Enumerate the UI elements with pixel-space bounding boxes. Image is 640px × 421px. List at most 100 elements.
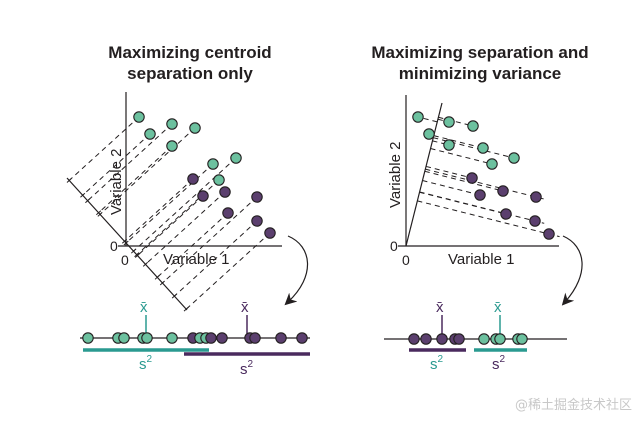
left-x-zero: 0 [121,252,129,268]
right-scatter-points [412,111,555,240]
variance-exponent: 2 [500,354,506,365]
purple-data-point [543,228,555,240]
teal-projected-point [166,332,178,344]
right-teal-variance-label: s2 [492,354,506,373]
variance-symbol: s [430,356,438,373]
teal-data-point [477,142,489,154]
projection-dash [87,123,173,202]
variance-exponent: 2 [438,354,444,365]
purple-data-point [530,191,542,203]
projection-dash [68,116,140,181]
projection-tick [96,210,102,216]
projection-tick [142,261,149,267]
right-y-axis-label: Variable 2 [387,142,404,208]
purple-projected-point [453,333,465,345]
purple-data-point [222,207,234,219]
right-teal-mean-label: x̄ [494,299,502,316]
teal-projected-point [141,332,153,344]
purple-projected-point [249,332,261,344]
right-title-line1: Maximizing separation and [371,43,589,62]
left-scatter-points [133,111,276,239]
right-title-line2: minimizing variance [398,64,562,83]
purple-data-point [251,215,263,227]
left-panel: Variable 2 Variable 1 0 0 x̄ x̄ s2 s2 [66,92,310,378]
left-title-line1: Maximizing centroid [108,43,272,62]
projection-tick [121,238,128,244]
teal-data-point [166,140,178,152]
right-y-zero: 0 [390,238,398,254]
teal-projected-point [478,333,490,345]
teal-data-point [213,174,225,186]
teal-data-point [133,111,145,123]
projection-dash [424,170,510,194]
left-purple-variance-label: s2 [240,359,254,378]
projection-dash [136,179,220,256]
teal-projected-point [494,333,506,345]
teal-projected-point [118,332,130,344]
variance-symbol: s [492,356,500,373]
left-y-zero: 0 [110,238,118,254]
projection-dash [133,157,237,252]
teal-data-point [230,152,242,164]
projection-dash [82,133,151,196]
teal-projected-point [82,332,94,344]
projection-tick [85,198,91,204]
purple-projected-point [408,333,420,345]
projection-tick [134,253,141,258]
purple-data-point [529,215,541,227]
teal-data-point [144,128,156,140]
purple-data-point [474,189,486,201]
projection-dash [185,232,271,310]
right-panel: Variable 2 Variable 1 0 0 x̄ x̄ s2 s2 [384,95,583,373]
left-purple-mean-label: x̄ [241,299,249,316]
purple-projected-point [275,332,287,344]
teal-data-point [508,152,520,164]
teal-data-point [207,158,219,170]
teal-data-point [189,122,201,134]
projection-dash [422,180,485,197]
left-x-axis-label: Variable 1 [163,251,229,268]
teal-data-point [443,139,455,151]
left-projection-ticks [66,178,189,312]
right-x-axis-label: Variable 1 [448,251,514,268]
left-title-line2: separation only [127,64,253,83]
teal-data-point [443,116,455,128]
watermark: @稀土掘金技术社区 [514,398,632,413]
projection-dash [433,137,521,161]
projection-tick [66,178,72,183]
right-purple-variance-label: s2 [430,354,444,373]
purple-data-point [466,172,478,184]
teal-data-point [467,120,479,132]
projection-dash [417,200,560,238]
purple-data-point [497,185,509,197]
variance-symbol: s [240,361,248,378]
projection-dash [174,220,258,297]
purple-data-point [251,191,263,203]
variance-exponent: 2 [147,354,153,365]
teal-data-point [166,118,178,130]
purple-data-point [197,190,209,202]
projection-dash [99,127,196,215]
right-curved-arrow-icon [561,235,583,306]
purple-data-point [219,186,231,198]
left-projection-axis [66,177,188,311]
right-projected-points [408,333,528,345]
right-x-zero: 0 [402,252,410,268]
left-teal-mean-label: x̄ [140,299,148,316]
purple-projected-point [420,333,432,345]
left-panel-title: Maximizing centroid separation only [60,42,320,84]
purple-projected-point [436,333,448,345]
projection-dash [438,116,476,128]
purple-projected-point [296,332,308,344]
projection-tick [80,192,86,198]
left-curved-arrow-icon [284,235,309,306]
right-panel-title: Maximizing separation and minimizing var… [340,42,620,84]
projection-dash [416,116,438,123]
purple-projected-point [216,332,228,344]
projection-dash [419,191,545,224]
projection-tick [159,280,165,286]
teal-data-point [486,158,498,170]
projection-dash [137,195,204,256]
projection-dash [162,196,258,284]
